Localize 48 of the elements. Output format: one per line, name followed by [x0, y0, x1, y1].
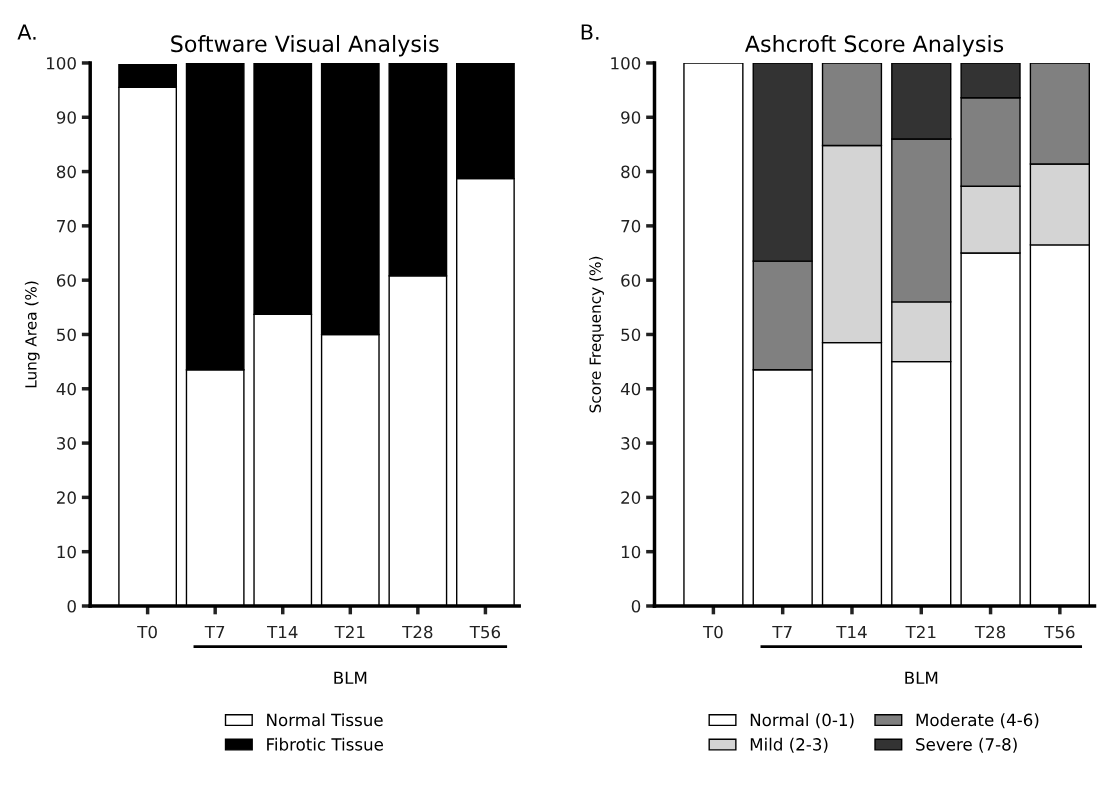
y-tick-label: 10: [57, 545, 76, 559]
y-axis-title: Score Frequency (%): [589, 256, 604, 413]
y-tick-label: 20: [621, 491, 641, 504]
chart-title: Software Visual Analysis: [171, 34, 439, 57]
x-tick-label: T0: [702, 625, 723, 639]
x-tick-label: T21: [905, 625, 936, 639]
y-tick-label: 90: [621, 111, 641, 124]
x-tick-label: T56: [1044, 625, 1075, 639]
y-tick-label: 50: [621, 328, 641, 342]
y-tick-label: 80: [621, 165, 641, 179]
y-tick-label: 30: [57, 437, 76, 450]
y-tick-label: 0: [631, 599, 641, 613]
x-tick-label: T56: [469, 625, 501, 639]
y-tick-label: 30: [621, 437, 641, 450]
y-tick-label: 100: [47, 56, 76, 70]
x-tick-label: T21: [334, 625, 365, 639]
y-tick-label: 10: [621, 545, 641, 559]
text: BLM: [334, 671, 367, 684]
legend-label: Normal Tissue: [267, 713, 383, 727]
y-tick-label: 70: [621, 219, 641, 233]
x-tick-label: T28: [402, 625, 433, 639]
y-tick-label: 60: [621, 274, 641, 287]
y-tick-label: 80: [56, 165, 76, 179]
x-tick-label: T14: [836, 625, 867, 639]
x-tick-label: T0: [137, 625, 157, 639]
y-tick-label: 100: [611, 56, 641, 70]
legend-label: Severe (7-8): [916, 737, 1017, 753]
text: B.: [581, 24, 599, 40]
text: A.: [17, 24, 36, 40]
y-tick-label: 0: [67, 599, 76, 613]
x-tick-label: T28: [974, 625, 1006, 639]
y-tick-label: 50: [57, 328, 76, 342]
legend-label: Mild (2-3): [750, 737, 828, 753]
y-tick-label: 40: [56, 382, 76, 396]
x-tick-label: T7: [204, 625, 225, 639]
y-tick-label: 20: [57, 491, 76, 504]
text: BLM: [905, 671, 938, 684]
x-tick-label: T7: [772, 625, 792, 639]
legend-label: Normal (0-1): [750, 713, 854, 729]
chart-title: Ashcroft Score Analysis: [744, 34, 1004, 57]
y-axis-title: Lung Area (%): [24, 281, 40, 388]
legend-label: Fibrotic Tissue: [267, 737, 383, 751]
legend-label: Moderate (4-6): [916, 713, 1039, 729]
y-tick-label: 60: [56, 274, 76, 287]
y-tick-label: 70: [57, 219, 76, 233]
x-tick-label: T14: [267, 625, 298, 639]
y-tick-label: 40: [620, 382, 641, 396]
y-tick-label: 90: [56, 111, 76, 124]
